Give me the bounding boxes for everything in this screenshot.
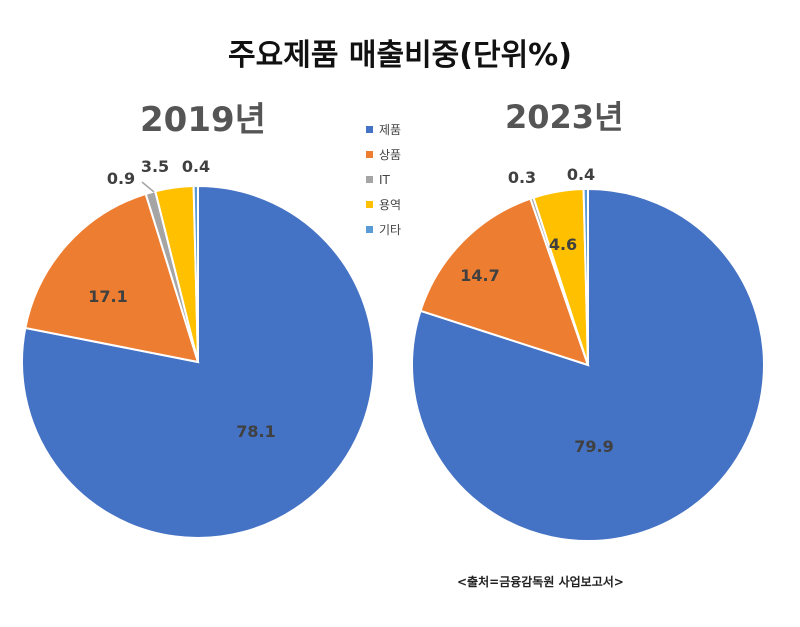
legend-label: 상품	[379, 148, 402, 162]
pie-slice-2023-goods	[419, 197, 590, 367]
pie-slice-2019-product	[21, 184, 375, 539]
data-label-2023-other: 0.4	[567, 165, 595, 184]
legend-swatch	[366, 201, 373, 208]
legend-swatch	[366, 126, 373, 133]
legend-swatch	[366, 151, 373, 158]
legend-item-service: 용역	[366, 192, 401, 217]
data-label-2023-it: 0.3	[508, 168, 536, 187]
legend-item-other: 기타	[366, 217, 401, 242]
pie-slice-2019-goods	[24, 192, 200, 364]
legend: 제품 상품 IT 용역 기타	[366, 117, 401, 242]
data-label-2019-service: 3.5	[141, 157, 169, 176]
legend-label: IT	[379, 172, 390, 187]
pie-slice-2019-other	[192, 184, 199, 363]
pie-2019: 78.1 17.1 0.9 3.5 0.4	[21, 157, 375, 539]
data-label-2023-product: 79.9	[574, 437, 613, 456]
leader-line-it-2019	[141, 181, 155, 193]
data-label-2019-goods: 17.1	[88, 287, 127, 306]
chart-title: 주요제품 매출비중(단위%)	[228, 38, 572, 73]
legend-label: 용역	[379, 198, 402, 212]
legend-swatch	[366, 226, 373, 233]
legend-item-it: IT	[366, 167, 401, 192]
legend-label: 제품	[379, 123, 402, 137]
pie-title-2019: 2019년	[140, 100, 266, 140]
data-label-2019-product: 78.1	[236, 422, 275, 441]
legend-item-goods: 상품	[366, 142, 401, 167]
legend-swatch	[366, 176, 373, 183]
legend-label: 기타	[379, 223, 402, 237]
pie-slice-2023-other	[582, 187, 589, 366]
pie-2023: 79.9 14.7 0.3 4.6 0.4	[411, 165, 765, 542]
pie-title-2023: 2023년	[505, 98, 624, 136]
data-label-2023-goods: 14.7	[460, 266, 499, 285]
data-label-2019-other: 0.4	[182, 157, 210, 176]
pie-slice-2023-product	[411, 187, 765, 542]
source-note: <출처=금융감독원 사업보고서>	[457, 575, 624, 589]
data-label-2019-it: 0.9	[107, 169, 135, 188]
legend-item-product: 제품	[366, 117, 401, 142]
data-label-2023-service: 4.6	[549, 235, 577, 254]
